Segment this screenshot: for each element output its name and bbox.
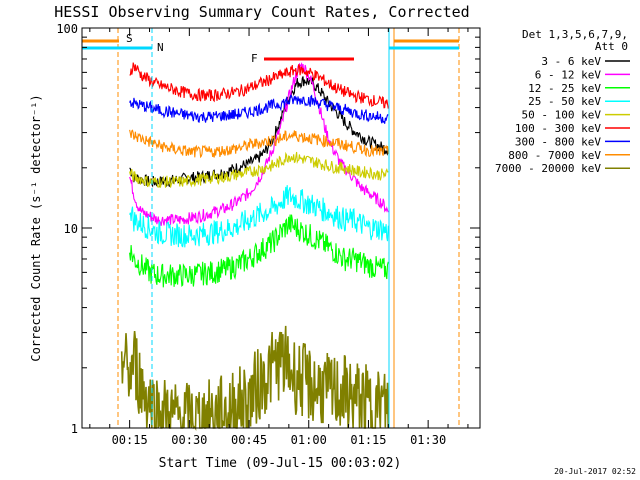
series-line bbox=[129, 129, 389, 159]
legend-label: 300 - 800 keV bbox=[515, 135, 601, 148]
x-tick-label: 00:30 bbox=[171, 433, 207, 447]
legend-label: 800 - 7000 keV bbox=[508, 149, 601, 162]
series-line bbox=[129, 151, 389, 188]
series-line bbox=[120, 325, 389, 432]
chart-title: HESSI Observing Summary Count Rates, Cor… bbox=[54, 3, 469, 21]
y-tick-label: 10 bbox=[64, 222, 78, 236]
x-tick-label: 01:00 bbox=[291, 433, 327, 447]
legend-label: 3 - 6 keV bbox=[541, 55, 601, 68]
legend-label: 12 - 25 keV bbox=[528, 82, 601, 95]
legend-label: 100 - 300 keV bbox=[515, 122, 601, 135]
axis-layer: 00:15 00:30 00:45 01:00 01:15 01:30 1 10 100 bbox=[56, 22, 480, 447]
x-axis-label: Start Time (09-Jul-15 00:03:02) bbox=[159, 456, 402, 471]
y-axis-label: Corrected Count Rate (s⁻¹ detector⁻¹) bbox=[29, 94, 43, 361]
annotation-layer: S N F bbox=[82, 28, 460, 428]
legend-label: 50 - 100 keV bbox=[522, 109, 602, 122]
legend-label: 7000 - 20000 keV bbox=[495, 162, 601, 175]
legend-header-line2: Att 0 bbox=[595, 40, 628, 53]
y-tick-label: 100 bbox=[56, 22, 78, 36]
y-tick-label: 1 bbox=[71, 422, 78, 436]
x-tick-label: 00:45 bbox=[231, 433, 267, 447]
legend-label: 6 - 12 keV bbox=[535, 68, 602, 81]
x-tick-label: 01:30 bbox=[410, 433, 446, 447]
x-tick-label: 00:15 bbox=[112, 433, 148, 447]
legend-label: 25 - 50 keV bbox=[528, 95, 601, 108]
flare-label: F bbox=[251, 52, 258, 65]
legend-header-line1: Det 1,3,5,6,7,9, bbox=[522, 28, 628, 41]
footer-timestamp: 20-Jul-2017 02:52 bbox=[554, 467, 636, 476]
series-line bbox=[129, 76, 389, 188]
series-line bbox=[129, 62, 389, 109]
series-line bbox=[129, 214, 389, 288]
night-label: N bbox=[157, 41, 164, 54]
x-tick-label: 01:15 bbox=[350, 433, 386, 447]
series-line bbox=[129, 62, 389, 226]
series-line bbox=[129, 94, 389, 124]
series-layer bbox=[120, 62, 389, 432]
saa-label: S bbox=[126, 32, 133, 45]
series-line bbox=[129, 185, 389, 248]
